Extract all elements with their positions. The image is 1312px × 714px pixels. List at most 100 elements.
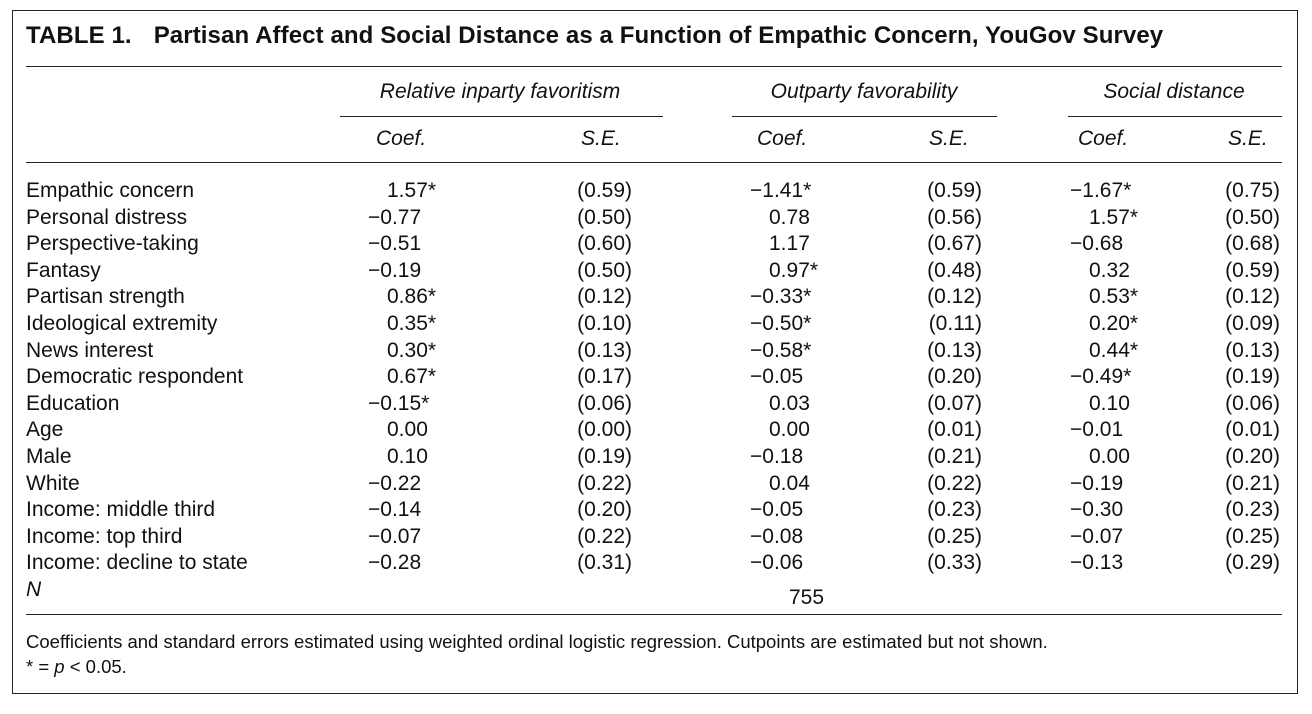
coef-outparty: 0.03 bbox=[769, 391, 810, 415]
se-inparty: (0.60) bbox=[577, 232, 632, 256]
coef-outparty: 0.00 bbox=[769, 418, 810, 442]
group-header-inparty: Relative inparty favoritism bbox=[379, 80, 621, 103]
coef-inparty: −0.22 bbox=[368, 471, 422, 495]
n-label: N bbox=[26, 577, 42, 601]
table-row: Income: decline to state −0.28 (0.31) −0… bbox=[0, 550, 1312, 577]
coef-social-distance: −0.68 bbox=[1070, 232, 1124, 256]
se-outparty: (0.01) bbox=[927, 418, 982, 442]
se-social-distance: (0.19) bbox=[1225, 365, 1280, 389]
se-header: S.E. bbox=[581, 127, 621, 150]
row-label: Perspective-taking bbox=[26, 232, 199, 256]
se-social-distance: (0.09) bbox=[1225, 311, 1280, 335]
coef-inparty: 0.00 bbox=[387, 418, 428, 442]
se-social-distance: (0.50) bbox=[1225, 205, 1280, 229]
sig-threshold: < 0.05. bbox=[64, 656, 127, 677]
n-value: 755 bbox=[789, 585, 825, 609]
coef-header: Coef. bbox=[376, 127, 427, 150]
coef-social-distance: −0.30 bbox=[1070, 498, 1124, 522]
coef-inparty: −0.07 bbox=[368, 524, 422, 548]
se-outparty: (0.33) bbox=[927, 551, 982, 575]
group-rule-outparty bbox=[732, 116, 997, 117]
se-outparty: (0.48) bbox=[927, 258, 982, 282]
table-row: News interest 0.30* (0.13) −0.58* (0.13)… bbox=[0, 338, 1312, 365]
sample-size-row: N 755 bbox=[0, 577, 1312, 609]
coef-social-distance: −0.19 bbox=[1070, 471, 1124, 495]
se-outparty: (0.13) bbox=[927, 338, 982, 362]
table-row: Income: top third −0.07 (0.22) −0.08 (0.… bbox=[0, 524, 1312, 551]
table-frame bbox=[12, 10, 1298, 694]
se-inparty: (0.50) bbox=[577, 258, 632, 282]
table-body: Empathic concern 1.57* (0.59) −1.41* (0.… bbox=[0, 178, 1312, 609]
table-title-text: Partisan Affect and Social Distance as a… bbox=[153, 22, 1164, 49]
coef-social-distance: −0.01 bbox=[1070, 418, 1124, 442]
coef-outparty: −0.33* bbox=[750, 285, 812, 309]
se-social-distance: (0.68) bbox=[1225, 232, 1280, 256]
coef-social-distance: 0.10 bbox=[1089, 391, 1130, 415]
se-inparty: (0.19) bbox=[577, 444, 632, 468]
coef-outparty: −0.06 bbox=[750, 551, 804, 575]
table-number: TABLE 1. bbox=[26, 22, 132, 49]
se-inparty: (0.50) bbox=[577, 205, 632, 229]
table-note: Coefficients and standard errors estimat… bbox=[26, 631, 1048, 652]
coef-inparty: 0.10 bbox=[387, 444, 428, 468]
coef-outparty: 0.97* bbox=[769, 258, 819, 282]
coef-social-distance: −0.49* bbox=[1070, 365, 1132, 389]
group-header-social-distance: Social distance bbox=[1103, 80, 1245, 103]
row-label: Partisan strength bbox=[26, 285, 185, 309]
table-row: Male 0.10 (0.19) −0.18 (0.21) 0.00 (0.20… bbox=[0, 444, 1312, 471]
coef-outparty: −0.18 bbox=[750, 444, 804, 468]
coef-social-distance: −0.07 bbox=[1070, 524, 1124, 548]
se-outparty: (0.20) bbox=[927, 365, 982, 389]
coef-outparty: −0.05 bbox=[750, 365, 804, 389]
table-row: Empathic concern 1.57* (0.59) −1.41* (0.… bbox=[0, 178, 1312, 205]
coef-inparty: 0.30* bbox=[387, 338, 437, 362]
se-social-distance: (0.29) bbox=[1225, 551, 1280, 575]
coef-social-distance: 0.00 bbox=[1089, 444, 1130, 468]
coef-inparty: 0.67* bbox=[387, 365, 437, 389]
coef-inparty: −0.28 bbox=[368, 551, 422, 575]
table-row: Age 0.00 (0.00) 0.00 (0.01) −0.01 (0.01) bbox=[0, 417, 1312, 444]
row-label: Male bbox=[26, 444, 72, 468]
table-row: Personal distress −0.77 (0.50) 0.78 (0.5… bbox=[0, 205, 1312, 232]
row-label: Income: top third bbox=[26, 524, 183, 548]
se-inparty: (0.12) bbox=[577, 285, 632, 309]
coef-outparty: −0.08 bbox=[750, 524, 804, 548]
coef-outparty: −0.05 bbox=[750, 498, 804, 522]
coef-outparty: 1.17 bbox=[769, 232, 810, 256]
significance-note: * = p < 0.05. bbox=[26, 656, 127, 678]
row-label: Income: decline to state bbox=[26, 551, 248, 575]
se-social-distance: (0.12) bbox=[1225, 285, 1280, 309]
row-label: Ideological extremity bbox=[26, 311, 218, 335]
se-inparty: (0.22) bbox=[577, 471, 632, 495]
se-outparty: (0.22) bbox=[927, 471, 982, 495]
se-social-distance: (0.23) bbox=[1225, 498, 1280, 522]
group-rule-social-distance bbox=[1068, 116, 1282, 117]
table-row: White −0.22 (0.22) 0.04 (0.22) −0.19 (0.… bbox=[0, 471, 1312, 498]
row-label: Age bbox=[26, 418, 64, 442]
row-label: Personal distress bbox=[26, 205, 188, 229]
coef-header: Coef. bbox=[757, 127, 808, 150]
coef-inparty: 1.57* bbox=[387, 179, 437, 202]
sig-star: * = bbox=[26, 656, 55, 677]
se-inparty: (0.13) bbox=[577, 338, 632, 362]
row-label: White bbox=[26, 471, 80, 495]
se-inparty: (0.17) bbox=[577, 365, 632, 389]
se-header: S.E. bbox=[1228, 127, 1268, 150]
se-outparty: (0.56) bbox=[927, 205, 982, 229]
table-row: Perspective-taking −0.51 (0.60) 1.17 (0.… bbox=[0, 231, 1312, 258]
coef-outparty: 0.78 bbox=[769, 205, 810, 229]
coef-header: Coef. bbox=[1078, 127, 1129, 150]
se-inparty: (0.20) bbox=[577, 498, 632, 522]
table-row: Ideological extremity 0.35* (0.10) −0.50… bbox=[0, 311, 1312, 338]
se-social-distance: (0.59) bbox=[1225, 258, 1280, 282]
table-row: Education −0.15* (0.06) 0.03 (0.07) 0.10… bbox=[0, 391, 1312, 418]
coef-inparty: −0.19 bbox=[368, 258, 422, 282]
coef-social-distance: −0.13 bbox=[1070, 551, 1124, 575]
coef-social-distance: 1.57* bbox=[1089, 205, 1139, 229]
coef-social-distance: 0.32 bbox=[1089, 258, 1130, 282]
table-title: TABLE 1. Partisan Affect and Social Dista… bbox=[26, 22, 1163, 50]
se-inparty: (0.31) bbox=[577, 551, 632, 575]
bottom-rule bbox=[26, 614, 1282, 615]
group-header-outparty: Outparty favorability bbox=[770, 80, 958, 103]
se-outparty: (0.25) bbox=[927, 524, 982, 548]
